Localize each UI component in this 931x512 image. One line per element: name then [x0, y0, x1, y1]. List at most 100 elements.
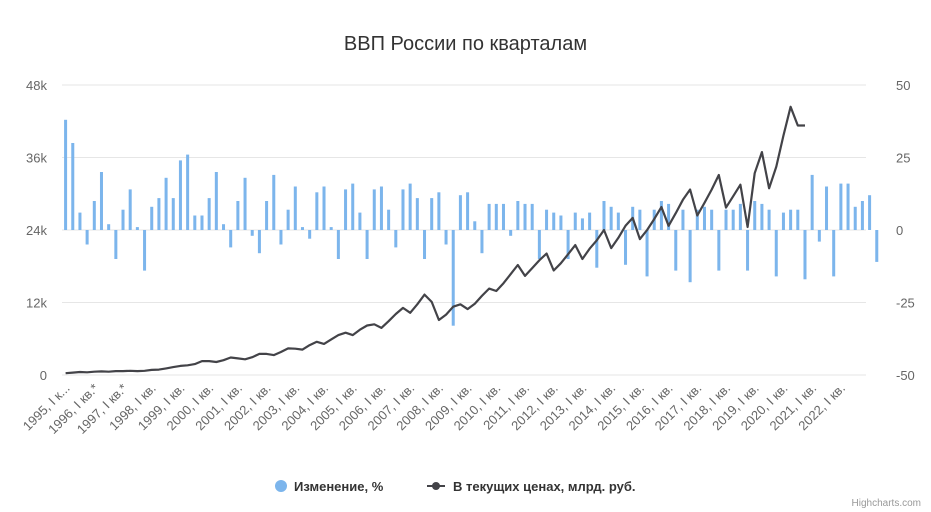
right-tick-label: 25 [896, 151, 910, 166]
bar [796, 209, 800, 230]
left-tick-label: 12k [26, 296, 47, 311]
bar [760, 203, 764, 230]
bar [71, 143, 75, 230]
bar [250, 230, 254, 236]
bar [817, 230, 821, 242]
credits[interactable]: Highcharts.com [852, 498, 921, 509]
bar [458, 195, 462, 230]
right-axis-ticks: -50 -25 0 25 50 [896, 78, 915, 383]
bar [537, 230, 541, 259]
bar [509, 230, 513, 236]
legend-marker-change [275, 480, 287, 492]
x-axis-ticks: 1995, I к...1996, I кв.*1997, I кв.*1998… [20, 381, 848, 437]
bar [825, 186, 829, 230]
bar [580, 218, 584, 230]
bar [257, 230, 261, 254]
grid-lines [62, 84, 866, 376]
bar [401, 189, 405, 230]
bar [710, 209, 714, 230]
bar [243, 177, 247, 230]
bar [92, 201, 96, 230]
legend-item-gdp[interactable]: В текущих ценах, млрд. руб. [427, 479, 636, 494]
bar [868, 195, 872, 230]
bar [150, 206, 154, 230]
bar [767, 209, 771, 230]
bar [789, 209, 793, 230]
bar [286, 209, 290, 230]
bar [236, 201, 240, 230]
bar [114, 230, 118, 259]
bar [135, 227, 139, 230]
bar [688, 230, 692, 283]
bar [530, 203, 534, 230]
bar [64, 119, 68, 230]
line-path [65, 105, 805, 375]
bar [774, 230, 778, 277]
bar [473, 221, 477, 230]
bar [501, 203, 505, 230]
bar [595, 230, 599, 268]
bar [372, 189, 376, 230]
bar [659, 201, 663, 230]
bar [336, 230, 340, 259]
bar [128, 189, 132, 230]
bar [494, 203, 498, 230]
bar [308, 230, 312, 239]
bar [746, 230, 750, 271]
bar [157, 198, 161, 230]
bar [214, 172, 218, 230]
right-tick-label: -50 [896, 368, 915, 383]
bar [186, 154, 190, 230]
bar [322, 186, 326, 230]
bar [437, 192, 441, 230]
bar [624, 230, 628, 265]
bar [480, 230, 484, 254]
legend-label-change: Изменение, % [294, 479, 384, 494]
bar [667, 203, 671, 230]
bar [839, 183, 843, 230]
bar [351, 183, 355, 230]
bar [279, 230, 283, 245]
bar [408, 183, 412, 230]
bar [193, 215, 197, 230]
bar [559, 215, 563, 230]
bar [315, 192, 319, 230]
bar [171, 198, 175, 230]
legend: Изменение, % В текущих ценах, млрд. руб. [275, 479, 636, 494]
bar [645, 230, 649, 277]
legend-marker-gdp [432, 482, 440, 490]
bar [552, 212, 556, 230]
bar [516, 201, 520, 230]
bar [444, 230, 448, 245]
bar [616, 212, 620, 230]
bar [85, 230, 89, 245]
line-series-gdp [65, 105, 805, 375]
left-tick-label: 0 [40, 368, 47, 383]
bar-series-change [64, 119, 879, 326]
bar [753, 201, 757, 230]
bar [222, 224, 226, 230]
left-tick-label: 48k [26, 78, 47, 93]
legend-item-change[interactable]: Изменение, % [275, 479, 384, 494]
bar [702, 206, 706, 230]
legend-label-gdp: В текущих ценах, млрд. руб. [453, 479, 636, 494]
bar [609, 206, 613, 230]
bar [329, 227, 333, 230]
bar [300, 227, 304, 230]
bar [466, 192, 470, 230]
bar [272, 174, 276, 230]
bar [853, 206, 857, 230]
bar [143, 230, 147, 271]
bar [415, 198, 419, 230]
left-axis-ticks: 0 12k 24k 36k 48k [26, 78, 47, 383]
bar [523, 203, 527, 230]
bar [358, 212, 362, 230]
bar [121, 209, 125, 230]
bar [379, 186, 383, 230]
bar [731, 209, 735, 230]
bar [430, 198, 434, 230]
bar [200, 215, 204, 230]
right-tick-label: 0 [896, 223, 903, 238]
bar [810, 174, 814, 230]
bar [832, 230, 836, 277]
